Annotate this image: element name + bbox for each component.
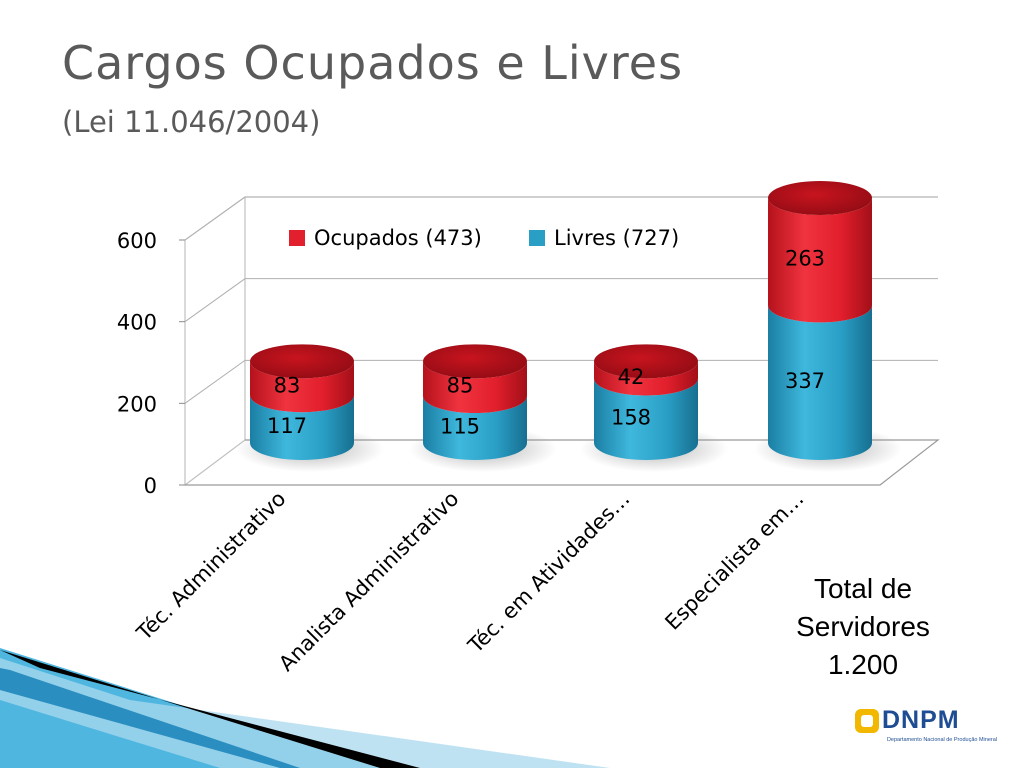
bar-segment-ocupados <box>250 361 354 413</box>
data-label: 263 <box>785 247 825 271</box>
data-label: 83 <box>274 373 301 397</box>
bar-top-cap <box>768 181 872 215</box>
y-tick-label: 400 <box>117 311 157 335</box>
data-label: 117 <box>267 414 307 438</box>
legend-swatch <box>289 230 305 246</box>
bar-segment-ocupados <box>594 361 698 396</box>
bar-top-cap <box>594 344 698 379</box>
total-servers-text-line: Servidores <box>796 611 930 642</box>
bar-segment-livres <box>250 395 354 460</box>
slide-title: Cargos Ocupados e Livres <box>62 36 684 90</box>
bar-segment-livres <box>768 305 872 460</box>
bar-segment-ocupados <box>768 198 872 323</box>
dnpm-logo: DNPM Departamento Nacional de Produção M… <box>852 705 997 747</box>
data-label: 85 <box>447 374 474 398</box>
category-label: Téc. Administrativo <box>132 487 291 646</box>
gridline <box>184 196 938 241</box>
y-tick-label: 200 <box>117 392 157 416</box>
data-label: 158 <box>611 406 651 430</box>
bar-segment-ocupados <box>423 361 527 414</box>
bar-top-cap <box>423 344 527 379</box>
legend: Ocupados (473) Livres (727) <box>289 226 679 250</box>
total-servers-text: Total de Servidores 1.200 <box>768 570 958 684</box>
bar-top-cap <box>250 344 354 379</box>
gridline <box>184 278 938 323</box>
y-tick-label: 600 <box>117 229 157 253</box>
value-labels: 117 83 115 85 158 42 337 263 <box>267 247 825 439</box>
legend-label: Ocupados (473) <box>314 226 482 250</box>
bar-segment-livres <box>594 378 698 460</box>
legend-swatch <box>529 230 545 246</box>
legend-label: Livres (727) <box>554 226 679 250</box>
category-label: Téc. em Atividades… <box>463 487 635 659</box>
data-label: 42 <box>618 365 645 389</box>
y-tick-label: 0 <box>144 474 157 498</box>
total-servers-text-line: Total de <box>813 573 913 604</box>
y-axis-ticks: 0 200 400 600 <box>117 229 185 498</box>
dnpm-logo-text: DNPM <box>882 706 960 734</box>
category-label: Analista Administrativo <box>274 487 463 676</box>
dnpm-logo-mark <box>855 709 879 733</box>
data-label: 337 <box>785 369 825 393</box>
gridlines <box>184 196 938 404</box>
data-label: 115 <box>440 415 480 439</box>
bar-segment-livres <box>423 396 527 460</box>
total-servers-text-line: 1.200 <box>827 649 899 680</box>
bars <box>236 181 902 472</box>
gridline <box>184 359 938 404</box>
slide-subtitle: (Lei 11.046/2004) <box>62 105 321 139</box>
dnpm-logo-tagline: Departamento Nacional de Produção Minera… <box>886 737 997 743</box>
